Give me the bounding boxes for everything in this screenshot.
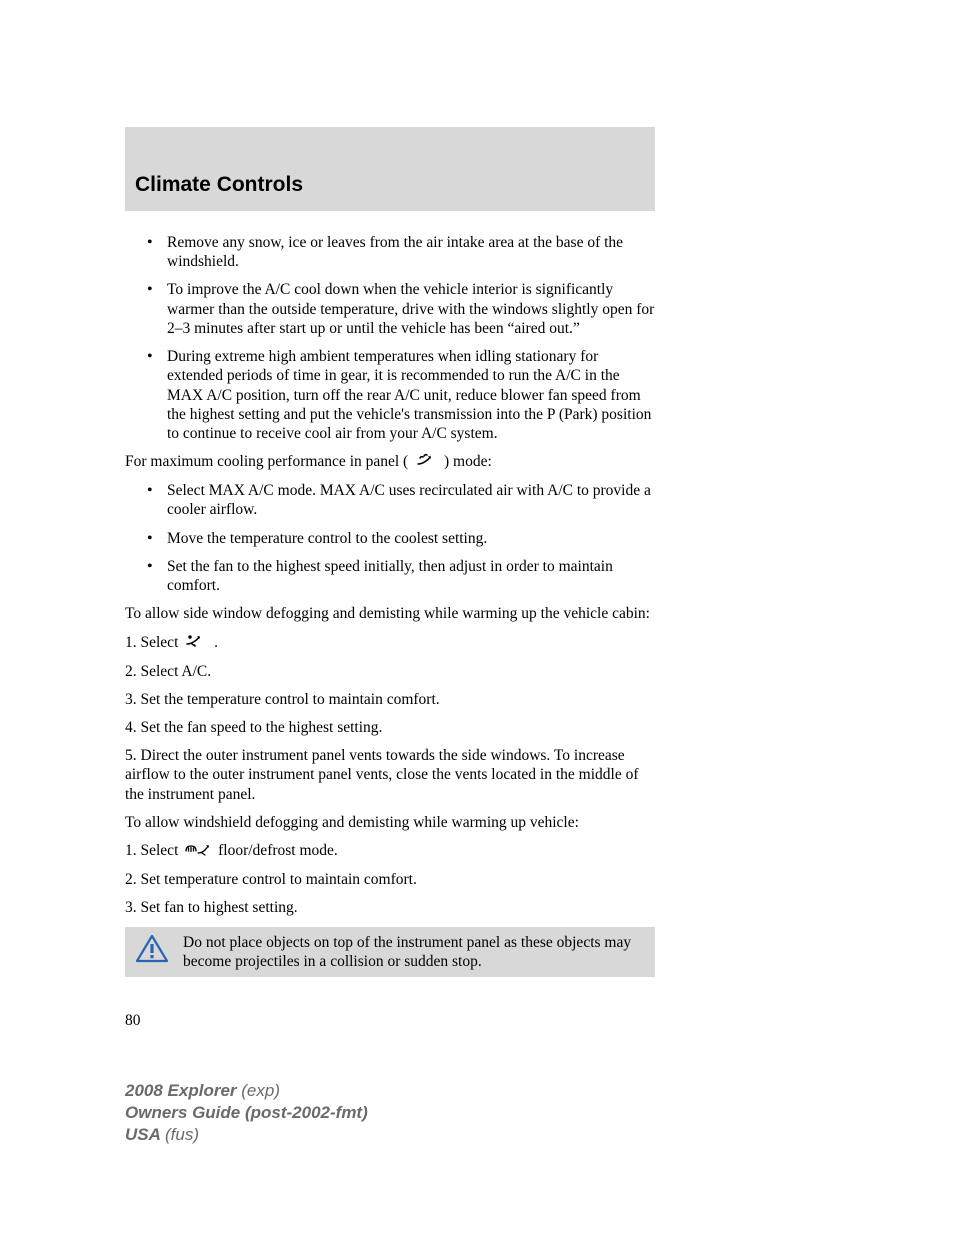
footer-line: Owners Guide (post-2002-fmt) bbox=[125, 1102, 368, 1124]
step-item: 5. Direct the outer instrument panel ven… bbox=[125, 746, 655, 804]
warning-callout: Do not place objects on top of the instr… bbox=[125, 927, 655, 978]
text: (fus) bbox=[165, 1125, 199, 1144]
text: ) mode: bbox=[444, 453, 492, 470]
list-item: Move the temperature control to the cool… bbox=[141, 529, 655, 548]
warning-text: Do not place objects on top of the instr… bbox=[183, 933, 641, 972]
step-item: 3. Set the temperature control to mainta… bbox=[125, 690, 655, 709]
side-defog-paragraph: To allow side window defogging and demis… bbox=[125, 604, 655, 623]
step-item: 1. Select floor/defrost mode. bbox=[125, 841, 655, 861]
footer-line: 2008 Explorer (exp) bbox=[125, 1080, 368, 1102]
floor-defrost-icon bbox=[184, 842, 212, 861]
text: . bbox=[214, 634, 218, 651]
list-item: Set the fan to the highest speed initial… bbox=[141, 557, 655, 595]
list-item: During extreme high ambient temperatures… bbox=[141, 347, 655, 443]
list-item: Remove any snow, ice or leaves from the … bbox=[141, 233, 655, 271]
bullet-list-1: Remove any snow, ice or leaves from the … bbox=[125, 233, 655, 443]
text: For maximum cooling performance in panel… bbox=[125, 453, 408, 470]
warning-triangle-icon bbox=[135, 934, 169, 969]
text: 1. Select bbox=[125, 842, 182, 859]
text: 2008 Explorer bbox=[125, 1081, 241, 1100]
step-item: 3. Set fan to highest setting. bbox=[125, 898, 655, 917]
text: USA bbox=[125, 1125, 165, 1144]
document-footer: 2008 Explorer (exp) Owners Guide (post-2… bbox=[125, 1080, 368, 1145]
section-header: Climate Controls bbox=[125, 127, 655, 211]
step-item: 4. Set the fan speed to the highest sett… bbox=[125, 718, 655, 737]
windshield-defog-paragraph: To allow windshield defogging and demist… bbox=[125, 813, 655, 832]
footer-line: USA (fus) bbox=[125, 1124, 368, 1146]
text: 1. Select bbox=[125, 634, 182, 651]
page-number: 80 bbox=[125, 1011, 655, 1030]
panel-mode-paragraph: For maximum cooling performance in panel… bbox=[125, 452, 655, 472]
step-item: 2. Set temperature control to maintain c… bbox=[125, 870, 655, 889]
step-item: 1. Select . bbox=[125, 633, 655, 653]
body-content: Remove any snow, ice or leaves from the … bbox=[125, 233, 655, 1031]
bullet-list-2: Select MAX A/C mode. MAX A/C uses recirc… bbox=[125, 481, 655, 595]
list-item: Select MAX A/C mode. MAX A/C uses recirc… bbox=[141, 481, 655, 519]
panel-floor-icon bbox=[184, 633, 208, 652]
section-title: Climate Controls bbox=[135, 173, 655, 197]
text: (exp) bbox=[241, 1081, 280, 1100]
text: Owners Guide (post-2002-fmt) bbox=[125, 1103, 368, 1122]
list-item: To improve the A/C cool down when the ve… bbox=[141, 280, 655, 338]
text: floor/defrost mode. bbox=[218, 842, 338, 859]
step-item: 2. Select A/C. bbox=[125, 662, 655, 681]
panel-vent-icon bbox=[414, 453, 438, 472]
